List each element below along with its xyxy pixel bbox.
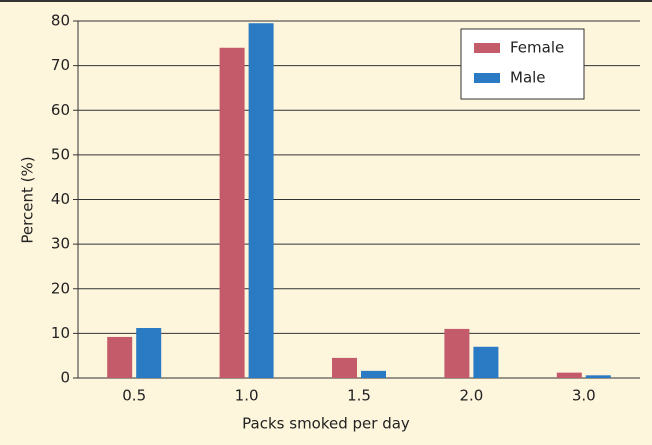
bar bbox=[361, 370, 386, 378]
legend-label: Male bbox=[510, 69, 546, 87]
bar bbox=[444, 328, 470, 378]
y-axis-label: Percent (%) bbox=[19, 156, 37, 243]
x-tick-label: 1.0 bbox=[235, 387, 259, 405]
y-tick-label: 40 bbox=[51, 190, 70, 208]
x-axis-label: Packs smoked per day bbox=[242, 415, 410, 433]
bar bbox=[585, 375, 611, 378]
x-tick-label: 1.5 bbox=[347, 387, 371, 405]
y-tick-label: 60 bbox=[51, 101, 70, 119]
bar bbox=[556, 372, 582, 378]
bar bbox=[219, 47, 245, 379]
bar bbox=[248, 23, 274, 378]
legend-swatch bbox=[474, 43, 500, 53]
legend-label: Female bbox=[510, 39, 564, 57]
x-tick-label: 0.5 bbox=[122, 387, 146, 405]
y-tick-label: 10 bbox=[51, 324, 70, 342]
bar bbox=[107, 336, 133, 378]
bar bbox=[473, 346, 499, 378]
y-tick-label: 0 bbox=[60, 369, 70, 387]
y-tick-label: 20 bbox=[51, 279, 70, 297]
bar bbox=[332, 357, 357, 378]
y-tick-label: 50 bbox=[51, 145, 70, 163]
bar bbox=[136, 328, 162, 378]
x-tick-label: 2.0 bbox=[459, 387, 483, 405]
legend-swatch bbox=[474, 73, 500, 83]
y-tick-label: 80 bbox=[51, 12, 70, 30]
legend-box bbox=[460, 28, 585, 100]
y-tick-label: 70 bbox=[51, 56, 70, 74]
x-tick-label: 3.0 bbox=[572, 387, 596, 405]
y-tick-label: 30 bbox=[51, 235, 70, 253]
